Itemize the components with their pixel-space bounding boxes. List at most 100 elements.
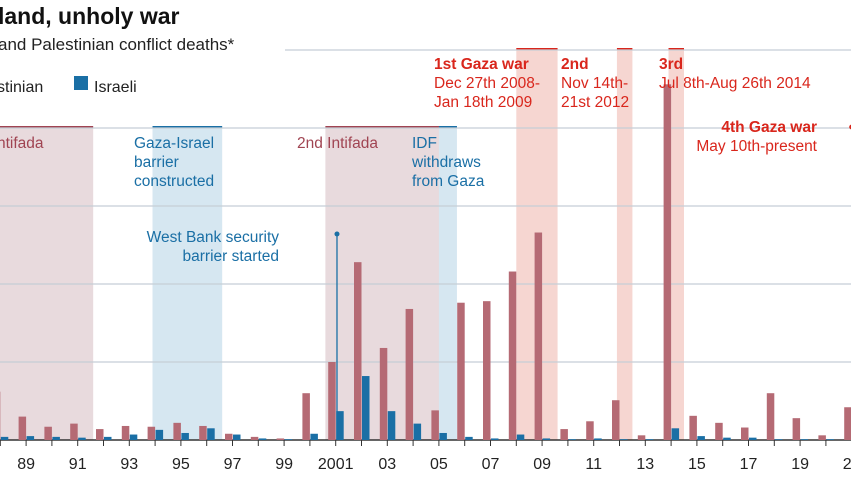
bar-israeli-2002 xyxy=(362,376,370,440)
bar-israeli-2001 xyxy=(336,411,344,440)
bar-palestinian-2004 xyxy=(405,308,414,440)
bar-israeli-2007 xyxy=(491,438,499,440)
west-bank-label-line2: barrier started xyxy=(183,248,279,265)
tick-label-2011: 11 xyxy=(585,456,602,473)
tick-label-2005: 05 xyxy=(430,456,448,473)
bar-palestinian-2016 xyxy=(715,422,723,440)
bar-israeli-2018 xyxy=(774,439,783,440)
bar-palestinian-2005 xyxy=(431,410,439,440)
tick-label-1999: 99 xyxy=(275,456,293,473)
bar-israeli-2015 xyxy=(697,436,705,440)
bar-palestinian-1996 xyxy=(199,425,207,440)
bar-palestinian-2021 xyxy=(844,407,851,440)
bar-palestinian-2011 xyxy=(586,421,594,440)
bar-palestinian-2006 xyxy=(457,302,465,440)
bar-israeli-2008 xyxy=(516,434,525,440)
gridlines xyxy=(0,49,851,441)
bar-palestinian-2001 xyxy=(328,362,336,440)
bar-palestinian-2008 xyxy=(508,271,517,440)
bar-israeli-1996 xyxy=(207,428,215,440)
legend-palestinian-label: stinian xyxy=(0,79,43,96)
bar-israeli-2010 xyxy=(568,439,576,440)
bar-israeli-2006 xyxy=(465,436,473,440)
bar-palestinian-2013 xyxy=(637,435,646,440)
gaza-barrier-label-line2: barrier xyxy=(134,154,179,171)
tick-label-2007: 07 xyxy=(482,456,500,473)
west-bank-label-line1: West Bank security xyxy=(147,229,280,246)
event-markers xyxy=(334,124,851,440)
bar-israeli-1998 xyxy=(258,438,267,440)
bar-palestinian-2012 xyxy=(612,400,620,440)
bar-palestinian-2018 xyxy=(766,393,775,440)
idf-label-line3: from Gaza xyxy=(412,173,485,190)
tick-label-2021: 21 xyxy=(843,456,851,473)
tick-label-1993: 93 xyxy=(120,456,138,473)
bar-israeli-1992 xyxy=(104,436,112,440)
intifada-1-label: ntifada xyxy=(0,135,44,152)
war2-dates-line1: Nov 14th- xyxy=(561,75,628,92)
bar-israeli-1991 xyxy=(78,437,86,440)
bar-israeli-1995 xyxy=(181,432,189,440)
x-axis-ticks: 89 91 93 95 97 99 2001 03 05 07 09 11 13 15 17 19 21 xyxy=(0,440,851,473)
war1-dates-line1: Dec 27th 2008- xyxy=(434,75,540,92)
tick-label-2001: 2001 xyxy=(318,456,354,473)
bar-israeli-1988 xyxy=(0,436,9,440)
chart-subtitle: and Palestinian conflict deaths* xyxy=(0,35,235,54)
war1-dates-line2: Jan 18th 2009 xyxy=(434,94,532,111)
chart-title: land, unholy war xyxy=(0,3,180,29)
bar-palestinian-1995 xyxy=(173,422,181,440)
bar-palestinian-1989 xyxy=(18,416,27,440)
tick-label-1989: 89 xyxy=(17,456,35,473)
tick-label-2015: 15 xyxy=(688,456,706,473)
bar-palestinian-2009 xyxy=(534,232,543,440)
war2-dates-line2: 21st 2012 xyxy=(561,94,629,111)
bar-israeli-2009 xyxy=(542,438,551,440)
bar-israeli-1993 xyxy=(129,434,138,440)
tick-label-1997: 97 xyxy=(224,456,242,473)
bar-palestinian-2007 xyxy=(483,301,491,440)
bar-palestinian-1993 xyxy=(121,425,130,440)
bar-palestinian-1992 xyxy=(96,429,104,440)
war2-title: 2nd xyxy=(561,56,589,73)
bar-israeli-2012 xyxy=(620,439,628,440)
bar-palestinian-2015 xyxy=(689,415,697,440)
legend-israeli-swatch xyxy=(74,76,88,90)
bar-palestinian-1991 xyxy=(70,423,78,440)
bar-israeli-1994 xyxy=(155,429,164,440)
bar-israeli-1997 xyxy=(233,434,241,440)
band-6 xyxy=(616,49,633,440)
bar-israeli-2013 xyxy=(645,439,654,440)
bar-palestinian-1999 xyxy=(276,438,285,440)
tick-label-2013: 13 xyxy=(636,456,654,473)
bar-israeli-2017 xyxy=(749,437,757,440)
war4-dates: May 10th-present xyxy=(696,138,817,155)
bar-palestinian-2019 xyxy=(792,418,801,440)
bar-palestinian-1994 xyxy=(147,426,156,440)
tick-label-2019: 19 xyxy=(791,456,809,473)
bar-israeli-2000 xyxy=(310,433,318,440)
war1-title: 1st Gaza war xyxy=(434,56,529,73)
bar-palestinian-2017 xyxy=(741,427,749,440)
legend-israeli-label: Israeli xyxy=(94,79,137,96)
war3-dates: Jul 8th-Aug 26th 2014 xyxy=(659,75,811,92)
tick-label-2017: 17 xyxy=(740,456,758,473)
war3-title: 3rd xyxy=(659,56,683,73)
bar-israeli-2020 xyxy=(826,439,834,440)
bar-israeli-1999 xyxy=(284,439,293,440)
bar-palestinian-2014 xyxy=(663,84,672,440)
bar-israeli-1989 xyxy=(26,436,35,440)
bar-israeli-2016 xyxy=(723,437,731,440)
bar-palestinian-1990 xyxy=(44,426,52,440)
gaza-barrier-label-line3: constructed xyxy=(134,173,214,190)
bar-israeli-2003 xyxy=(387,411,396,440)
bar-palestinian-2010 xyxy=(560,429,568,440)
bar-palestinian-2020 xyxy=(818,435,826,440)
bar-palestinian-1997 xyxy=(225,433,233,440)
marker-dot-1 xyxy=(334,231,340,237)
war4-title: 4th Gaza war xyxy=(721,119,817,136)
bar-israeli-2019 xyxy=(800,439,809,440)
bar-israeli-2014 xyxy=(671,428,680,440)
intifada-2-label: 2nd Intifada xyxy=(297,135,378,152)
band-7 xyxy=(668,49,684,440)
